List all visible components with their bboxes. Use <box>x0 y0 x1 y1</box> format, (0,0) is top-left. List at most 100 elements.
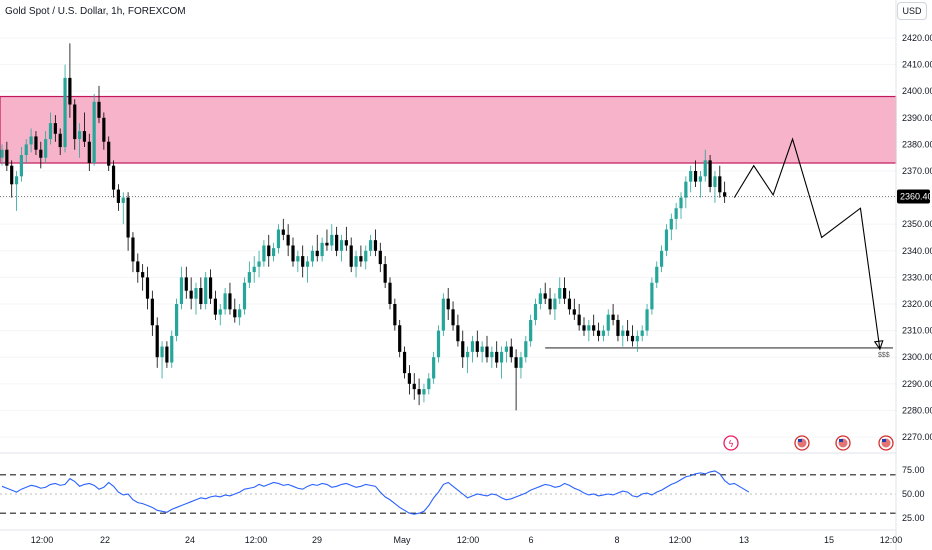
candle-body <box>291 245 295 262</box>
last-price-tag: 2360.40 <box>897 189 932 204</box>
price-tick-label: 2280.00 <box>902 405 932 415</box>
candle-body <box>208 277 213 299</box>
candle-body <box>160 346 164 358</box>
time-tick-label: 12:00 <box>669 535 692 545</box>
candle-body <box>194 288 198 299</box>
candle-body <box>563 288 567 299</box>
candle-body <box>320 242 324 257</box>
candle-body <box>310 250 314 262</box>
candle-body <box>640 330 644 336</box>
candle-body <box>529 319 533 342</box>
candle-body <box>485 346 489 358</box>
candle-body <box>655 266 659 283</box>
candle-body <box>136 261 140 273</box>
candle-body <box>10 165 14 185</box>
us-flag-event-icon[interactable] <box>794 435 810 451</box>
price-tick-label: 2300.00 <box>902 352 932 362</box>
candle-body <box>461 341 465 358</box>
time-tick-label: 22 <box>100 535 110 545</box>
candle-body <box>335 234 339 251</box>
candle-body <box>504 346 508 352</box>
us-flag-event-icon[interactable] <box>878 435 894 451</box>
candle-body <box>272 248 276 257</box>
economic-events[interactable]: ϟ <box>723 435 894 451</box>
candle-body <box>349 245 353 267</box>
candle-body <box>703 160 707 177</box>
candle-body <box>422 389 426 395</box>
candle-body <box>407 373 411 384</box>
price-tick-label: 2290.00 <box>902 379 932 389</box>
candle-body <box>102 117 106 142</box>
candle-body <box>199 288 203 304</box>
candle-body <box>218 309 222 315</box>
price-tick-label: 2380.00 <box>902 139 932 149</box>
rsi-tick-label: 75.00 <box>902 465 925 475</box>
candle-body <box>92 101 96 164</box>
candle-body <box>281 229 285 235</box>
candle-body <box>611 314 615 320</box>
candle-body <box>170 335 174 363</box>
time-axis[interactable]: 12:00 22 24 12:00 29 May 12:00 6 8 12:00 13 15 12:00 <box>31 535 903 545</box>
candle-body <box>669 218 673 230</box>
candle-body <box>247 272 251 283</box>
candle-body <box>660 250 664 267</box>
candle-body <box>708 160 712 187</box>
candle-body <box>466 351 470 358</box>
rsi-axis[interactable]: 75.00 50.00 25.00 <box>902 465 925 523</box>
candle-body <box>451 309 455 326</box>
last-price-label: 2360.40 <box>900 192 932 202</box>
time-tick-label: 12:00 <box>31 535 54 545</box>
candle-body <box>150 298 154 326</box>
time-tick-label: 13 <box>739 535 749 545</box>
candle-body <box>606 314 610 331</box>
lightning-event-icon[interactable]: ϟ <box>723 435 739 451</box>
candle-body <box>587 325 591 331</box>
candle-body <box>713 176 717 187</box>
candle-body <box>393 304 397 326</box>
time-tick-label: 8 <box>614 535 619 545</box>
chart-title: Gold Spot / U.S. Dollar, 1h, FOREXCOM <box>5 6 186 17</box>
candle-body <box>412 383 416 390</box>
candle-body <box>257 261 261 267</box>
candle-body <box>524 341 528 358</box>
candle-body <box>155 325 159 358</box>
candle-body <box>398 325 402 352</box>
candle-body <box>723 192 727 197</box>
candle-body <box>359 256 363 262</box>
candle-body <box>238 309 242 318</box>
candle-body <box>126 197 130 238</box>
candle-body <box>0 149 4 158</box>
price-tick-label: 2320.00 <box>902 299 932 309</box>
candle-body <box>572 309 576 315</box>
candle-body <box>5 149 9 166</box>
currency-selector[interactable]: USD <box>897 2 927 20</box>
price-tick-label: 2330.00 <box>902 272 932 282</box>
candle-body <box>179 277 184 304</box>
candle-body <box>582 325 586 331</box>
candle-body <box>364 250 368 262</box>
price-axis[interactable]: 2420.00 2410.00 2400.00 2390.00 2380.00 2370.… <box>902 33 932 442</box>
rsi-tick-label: 25.00 <box>902 513 925 523</box>
price-tick-label: 2400.00 <box>902 86 932 96</box>
candle-body <box>189 290 193 299</box>
candle-body <box>601 330 605 336</box>
candle-body <box>141 272 145 278</box>
candle-body <box>558 288 562 299</box>
price-tick-label: 2370.00 <box>902 166 932 176</box>
price-tick-label: 2350.00 <box>902 219 932 229</box>
candle-body <box>664 229 669 251</box>
candle-body <box>19 155 23 177</box>
candle-body <box>693 171 698 182</box>
candle-body <box>684 181 688 198</box>
price-tick-label: 2390.00 <box>902 113 932 123</box>
candle-body <box>87 141 91 164</box>
price-tick-label: 2410.00 <box>902 60 932 70</box>
us-flag-event-icon[interactable] <box>835 435 851 451</box>
candle-body <box>596 330 601 336</box>
candle-body <box>82 131 87 142</box>
time-tick-label: 12:00 <box>880 535 903 545</box>
candle-body <box>679 197 683 209</box>
candle-body <box>378 250 382 265</box>
candle-body <box>577 314 581 326</box>
candle-body <box>262 245 266 262</box>
